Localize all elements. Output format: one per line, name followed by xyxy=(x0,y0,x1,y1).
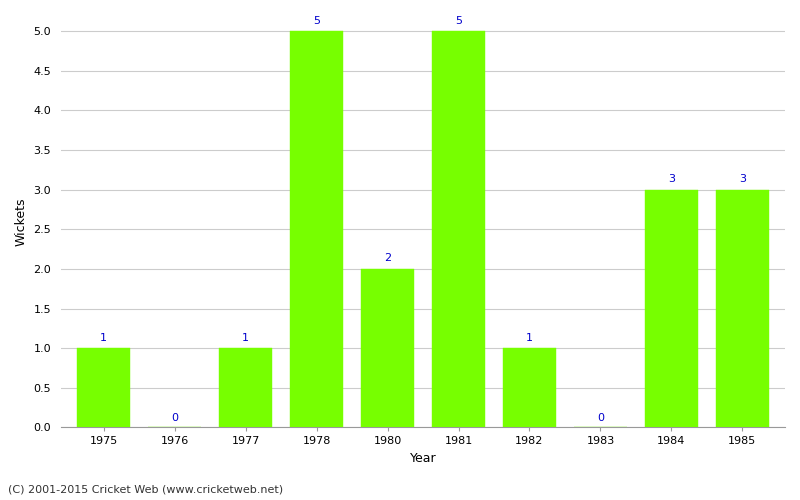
Bar xyxy=(432,31,485,427)
Text: 0: 0 xyxy=(597,414,604,424)
Bar xyxy=(77,348,130,428)
Text: 5: 5 xyxy=(313,16,320,26)
Bar xyxy=(290,31,343,427)
X-axis label: Year: Year xyxy=(410,452,436,465)
Bar xyxy=(219,348,272,428)
Text: 1: 1 xyxy=(526,332,533,342)
Text: (C) 2001-2015 Cricket Web (www.cricketweb.net): (C) 2001-2015 Cricket Web (www.cricketwe… xyxy=(8,485,283,495)
Bar xyxy=(716,190,769,428)
Text: 2: 2 xyxy=(384,254,391,264)
Bar xyxy=(645,190,698,428)
Bar xyxy=(361,269,414,428)
Text: 3: 3 xyxy=(739,174,746,184)
Text: 1: 1 xyxy=(100,332,107,342)
Bar xyxy=(503,348,556,428)
Text: 0: 0 xyxy=(171,414,178,424)
Text: 1: 1 xyxy=(242,332,249,342)
Text: 3: 3 xyxy=(668,174,675,184)
Y-axis label: Wickets: Wickets xyxy=(15,197,28,246)
Text: 5: 5 xyxy=(455,16,462,26)
